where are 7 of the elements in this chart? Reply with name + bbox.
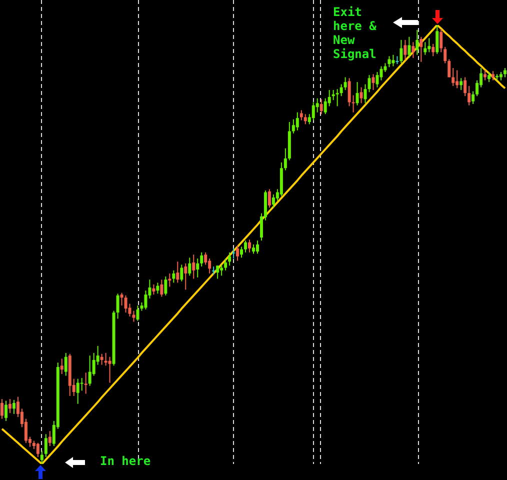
annotation: Exit here & New Signal (333, 5, 378, 61)
candlestick (80, 378, 84, 391)
annotation: In here (100, 454, 151, 468)
candlestick (336, 89, 339, 106)
candlestick (352, 95, 355, 112)
candlestick (84, 372, 88, 394)
candlestick (232, 248, 236, 259)
